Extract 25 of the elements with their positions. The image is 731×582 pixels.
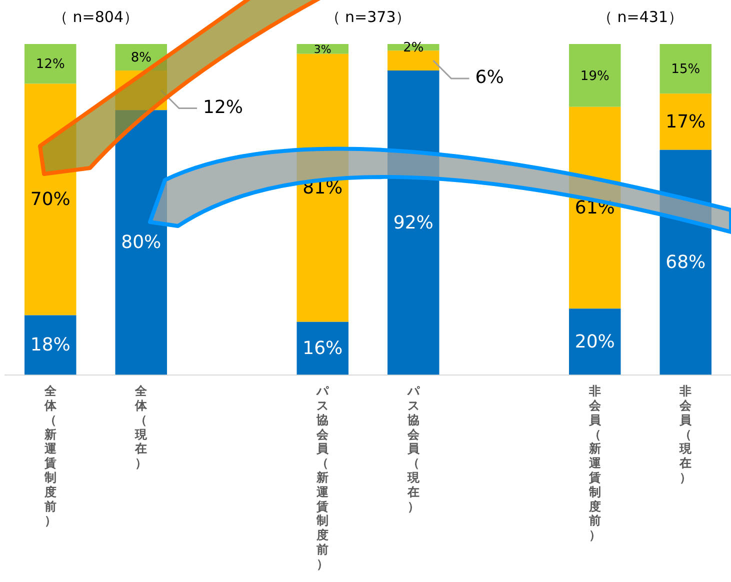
data-label: 19% <box>580 68 610 84</box>
data-label: 2% <box>403 40 424 56</box>
data-label: 70% <box>30 189 70 210</box>
category-label: パス協会員（新運賃制度前） <box>316 384 329 571</box>
category-label: 全体（新運賃制度前） <box>44 384 56 528</box>
data-label: 6% <box>475 67 504 88</box>
data-label: 20% <box>574 331 615 352</box>
text: （ n=373） <box>325 8 411 26</box>
data-label: 8% <box>130 50 152 66</box>
data-label: 18% <box>30 334 70 356</box>
data-label: 68% <box>666 252 706 273</box>
x-tick-label: 非会員（現在） <box>678 384 693 485</box>
data-label: 12% <box>202 96 244 118</box>
data-label: 12% <box>36 57 65 72</box>
category-label: パス協会員（現在） <box>407 384 420 514</box>
category-label: 非会員（新運賃制度前） <box>588 384 601 542</box>
text: （ n=431） <box>598 8 683 26</box>
data-label: 92% <box>393 212 434 234</box>
data-label: 80% <box>121 232 162 254</box>
data-label: 3% <box>314 42 332 56</box>
data-label: 17% <box>666 111 706 132</box>
data-label: 16% <box>302 338 343 360</box>
x-tick-label: 全体（現在） <box>134 384 148 470</box>
text: （ n=804） <box>53 8 138 26</box>
data-label: 15% <box>671 62 700 78</box>
